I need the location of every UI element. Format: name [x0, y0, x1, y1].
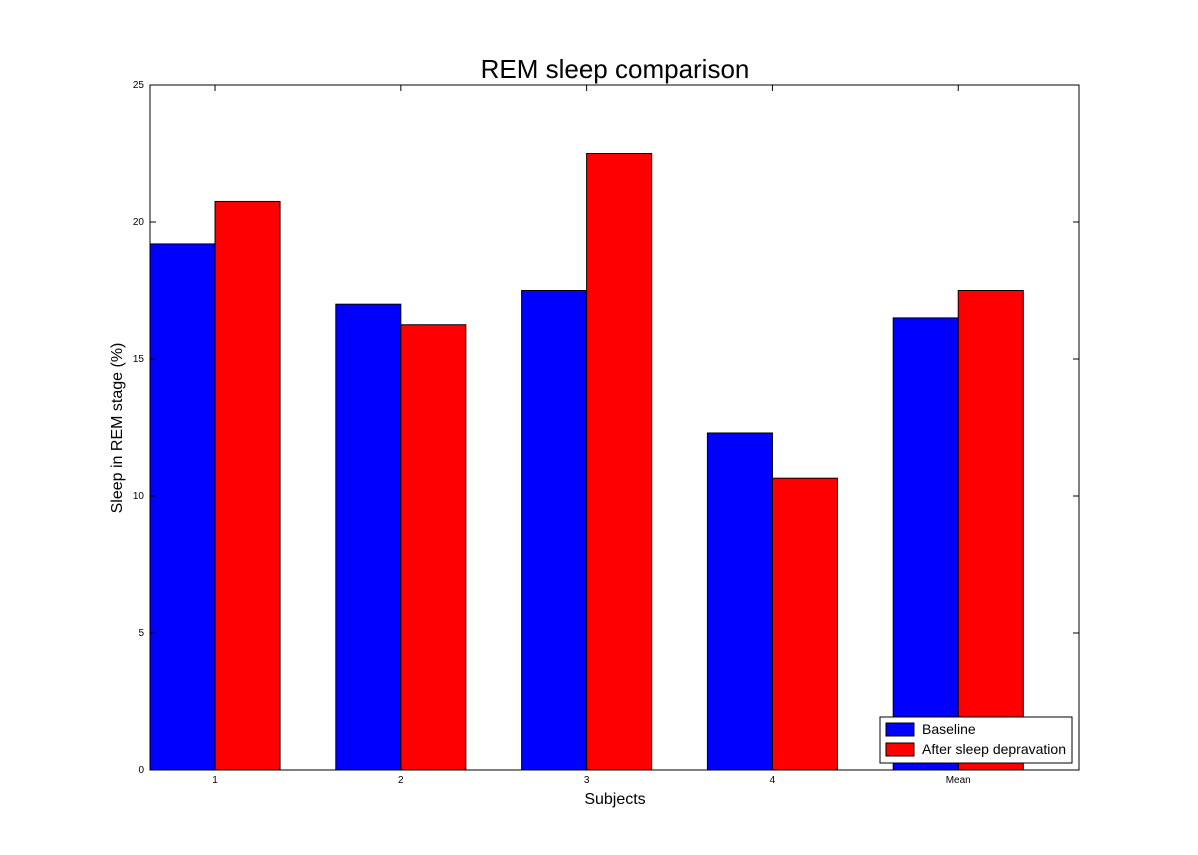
x-axis-ticks: 1 2 3 4 Mean	[212, 85, 971, 786]
x-tick-label: 2	[398, 775, 404, 786]
x-tick-label: 1	[212, 775, 218, 786]
y-axis-ticks: 0 5 10 15 20 25	[133, 80, 1079, 776]
x-tick-label: 3	[584, 775, 590, 786]
bar-baseline-mean	[892, 317, 959, 771]
bar-after-3	[586, 153, 653, 771]
x-axis-label: Subjects	[584, 791, 645, 808]
chart-title: REM sleep comparison	[481, 54, 750, 84]
legend-swatch	[885, 742, 915, 757]
plot-frame	[149, 84, 1080, 771]
bars-group	[149, 153, 1024, 771]
legend: Baseline After sleep depravation	[879, 716, 1073, 764]
bar-after-mean	[957, 290, 1024, 771]
legend-label: Baseline	[922, 721, 976, 737]
bar-after-4	[771, 477, 838, 771]
y-tick-label: 5	[138, 628, 144, 639]
bar-baseline-2	[335, 303, 402, 771]
legend-label: After sleep depravation	[922, 741, 1066, 757]
x-tick-label: Mean	[946, 775, 971, 786]
y-tick-label: 25	[133, 80, 145, 91]
y-axis-label: Sleep in REM stage (%)	[109, 343, 126, 514]
y-tick-label: 10	[133, 491, 145, 502]
bar-baseline-3	[521, 290, 588, 771]
y-tick-label: 0	[138, 765, 144, 776]
bar-after-1	[214, 200, 281, 771]
bar-after-2	[400, 324, 467, 771]
y-tick-label: 15	[133, 354, 145, 365]
bar-baseline-4	[706, 432, 773, 771]
y-tick-label: 20	[133, 217, 145, 228]
legend-swatch	[885, 722, 915, 737]
bar-baseline-1	[149, 243, 216, 771]
x-tick-label: 4	[770, 775, 776, 786]
